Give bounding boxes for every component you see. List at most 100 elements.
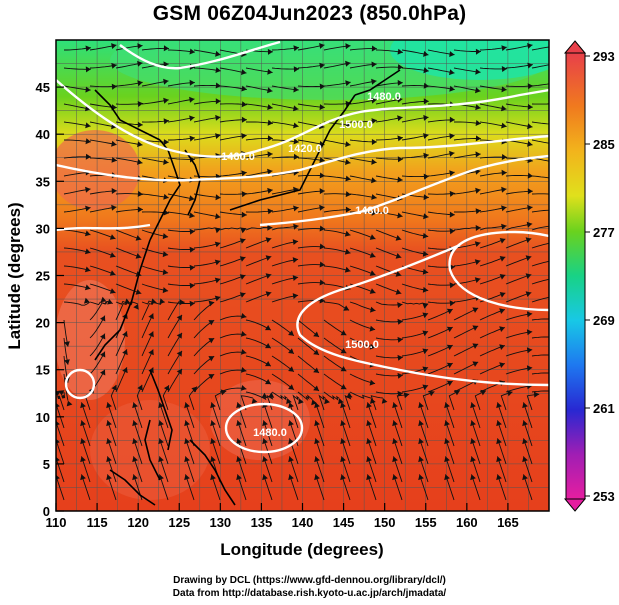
streamline-arrowhead: [189, 246, 195, 253]
colorbar-tick-label: 293: [593, 49, 615, 64]
streamline-arrowhead: [470, 456, 476, 463]
streamline-arrowhead: [148, 313, 154, 320]
streamline-arrowhead: [265, 343, 271, 349]
streamline-arrowhead: [338, 398, 344, 405]
streamline-arrowhead: [522, 474, 528, 481]
streamline: [531, 242, 549, 249]
streamline-arrowhead: [214, 241, 221, 248]
streamline: [531, 225, 549, 231]
streamline-arrowhead: [208, 356, 215, 362]
streamline-arrowhead: [449, 69, 455, 76]
streamline-arrowhead: [239, 274, 246, 280]
streamline-arrowhead: [346, 392, 353, 398]
streamline-arrowhead: [369, 379, 376, 386]
streamline-arrowhead: [423, 82, 429, 89]
streamline: [531, 103, 549, 105]
streamline-arrowhead: [422, 330, 429, 337]
streamline-arrowhead: [395, 235, 402, 241]
streamline-arrowhead: [501, 169, 507, 176]
streamline-arrowhead: [470, 420, 476, 427]
streamline-arrowhead: [163, 118, 169, 125]
y-tick-label: 30: [36, 221, 50, 236]
streamline-arrowhead: [418, 474, 424, 481]
streamline-arrowhead: [106, 456, 112, 463]
streamline-arrowhead: [292, 275, 299, 281]
streamline-arrowhead: [240, 367, 247, 373]
streamline-arrowhead: [499, 274, 506, 280]
streamline-arrowhead: [403, 392, 410, 399]
streamline-arrowhead: [554, 316, 559, 322]
streamline-arrowhead: [135, 253, 142, 259]
streamline-arrowhead: [267, 104, 273, 110]
streamline-arrowhead: [111, 140, 117, 147]
streamline-arrowhead: [313, 385, 319, 391]
streamline-arrowhead: [109, 252, 116, 258]
streamline-arrowhead: [553, 223, 558, 229]
streamline-arrowhead: [369, 252, 376, 258]
streamline-arrowhead: [527, 140, 533, 147]
streamline-arrowhead: [423, 213, 429, 220]
streamline-arrowhead: [423, 173, 429, 180]
streamline-arrowhead: [148, 331, 154, 338]
streamline-arrowhead: [371, 97, 377, 104]
streamline-arrowhead: [214, 259, 221, 266]
streamline-arrowhead: [215, 98, 221, 105]
streamline-arrowhead: [56, 456, 60, 462]
streamline-arrowhead: [298, 398, 304, 405]
streamline-arrowhead: [56, 420, 60, 426]
streamline-arrowhead: [176, 314, 182, 321]
y-tick-label: 45: [36, 80, 50, 95]
streamline-arrowhead: [135, 289, 142, 295]
streamline: [61, 391, 66, 399]
streamline-arrowhead: [292, 257, 299, 263]
colorbar-bottom-arrow: [563, 498, 587, 512]
streamline-arrowhead: [262, 456, 268, 463]
streamline-arrowhead: [122, 367, 128, 374]
streamline-arrowhead: [371, 194, 377, 200]
streamline-arrowhead: [499, 362, 505, 368]
streamline-arrowhead: [525, 255, 532, 261]
streamline-arrowhead: [208, 300, 215, 307]
streamline-arrowhead: [111, 156, 117, 163]
streamline-arrowhead: [189, 212, 195, 219]
streamline-arrowhead: [132, 456, 138, 463]
streamline-arrowhead: [265, 325, 271, 331]
streamline-arrowhead: [163, 193, 169, 200]
streamline-arrowhead: [239, 292, 246, 298]
streamline-arrowhead: [85, 153, 91, 160]
streamline-arrowhead: [449, 51, 455, 57]
streamline-arrowhead: [395, 289, 402, 295]
streamline-arrowhead: [340, 456, 346, 463]
contour-labels: 1480.0 1500.0 1460.0 1480.0 1420.0 1500.0 1480…: [221, 91, 401, 439]
streamline-arrowhead: [371, 61, 377, 68]
streamline-arrowhead: [293, 66, 299, 73]
streamline-arrowhead: [340, 330, 347, 336]
streamline-arrowhead: [85, 66, 91, 73]
colorbar-top-arrow: [563, 40, 587, 54]
streamline-arrowhead: [267, 87, 273, 94]
streamline-arrowhead: [381, 398, 388, 404]
streamline-arrowhead: [527, 204, 533, 211]
streamline-arrowhead: [444, 438, 450, 445]
streamline-arrowhead: [137, 384, 143, 391]
streamline-arrowhead: [345, 121, 351, 128]
streamline-arrowhead: [184, 438, 190, 445]
streamline-arrowhead: [214, 227, 221, 234]
streamline-arrowhead: [449, 300, 455, 307]
streamline-arrowhead: [293, 205, 299, 212]
streamline-arrowhead: [392, 438, 398, 445]
streamline-arrowhead: [176, 332, 182, 339]
streamline: [531, 260, 549, 267]
streamline-arrowhead: [553, 293, 558, 299]
streamline: [318, 394, 326, 411]
streamline-arrowhead: [369, 270, 376, 276]
streamline-arrowhead: [446, 308, 453, 315]
streamline-arrowhead: [366, 474, 372, 481]
streamline-arrowhead: [267, 135, 273, 142]
streamline-arrowhead: [470, 474, 476, 481]
streamline-arrowhead: [80, 438, 86, 445]
streamline-arrowhead: [423, 194, 429, 201]
streamline-arrowhead: [449, 190, 455, 197]
streamline-arrowhead: [527, 43, 533, 49]
streamline-arrowhead: [446, 344, 453, 351]
